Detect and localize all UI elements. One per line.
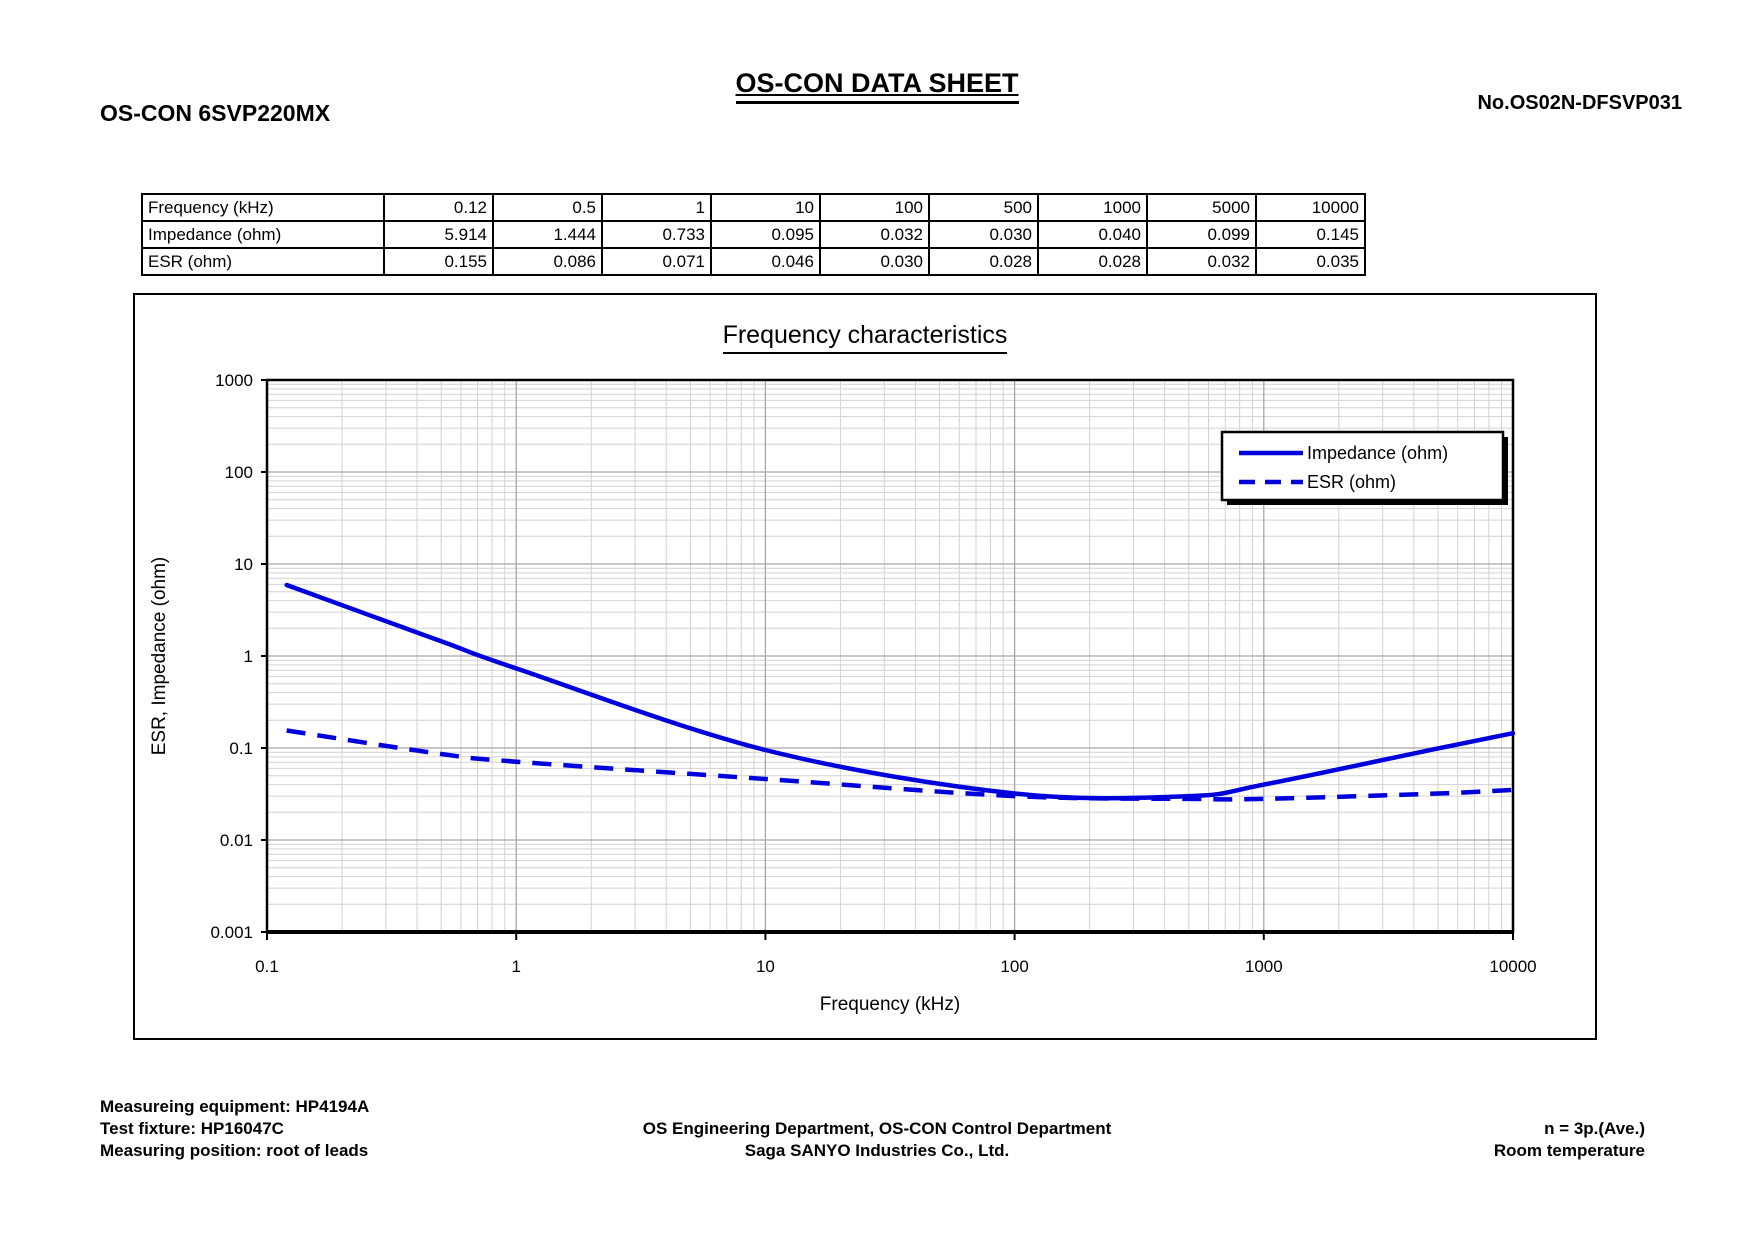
doc-number: No.OS02N-DFSVP031	[1477, 92, 1682, 114]
cell-value: 0.086	[492, 247, 603, 276]
y-tick-label: 1	[244, 647, 253, 666]
x-tick-label: 100	[1000, 957, 1028, 976]
sample-count-line: n = 3p.(Ave.)	[1544, 1119, 1645, 1138]
cell-value: 0.145	[1255, 220, 1366, 249]
x-tick-label: 10000	[1489, 957, 1536, 976]
chart-title: Frequency characteristics	[135, 321, 1595, 354]
row-label: Impedance (ohm)	[141, 220, 385, 249]
x-tick-label: 1000	[1245, 957, 1283, 976]
cell-value: 1.444	[492, 220, 603, 249]
y-tick-label: 0.001	[210, 923, 253, 942]
company-line: Saga SANYO Industries Co., Ltd.	[744, 1141, 1010, 1160]
y-tick-label: 1000	[215, 371, 253, 390]
room-temperature-line: Room temperature	[1493, 1141, 1645, 1160]
cell-value: 0.5	[492, 193, 603, 222]
cell-value: 0.028	[1037, 247, 1148, 276]
impedance-curve	[284, 582, 1516, 801]
legend-impedance-label: Impedance (ohm)	[1307, 443, 1448, 463]
y-tick-label: 10	[234, 555, 253, 574]
footer-condition-info: n = 3p.(Ave.) Room temperature	[1494, 1118, 1645, 1162]
cell-value: 0.040	[1037, 220, 1148, 249]
cell-value: 0.071	[601, 247, 712, 276]
y-tick-label: 0.1	[229, 739, 253, 758]
table-row: Impedance (ohm) 5.914 1.444 0.733 0.095 0.032…	[141, 220, 1366, 249]
footer-measurement-info: Measureing equipment: HP4194A Test fixtu…	[100, 1096, 369, 1162]
cell-value: 100	[819, 193, 930, 222]
table-row: Frequency (kHz) 0.12 0.5 1 10 100 500 1000 5000 1…	[141, 193, 1366, 222]
department-line: OS Engineering Department, OS-CON Contro…	[642, 1119, 1112, 1138]
x-axis-label: Frequency (kHz)	[820, 994, 960, 1015]
cell-value: 5.914	[383, 220, 494, 249]
x-tick-label: 10	[756, 957, 775, 976]
legend-box	[1220, 430, 1505, 502]
cell-value: 0.030	[819, 247, 930, 276]
cell-value: 0.733	[601, 220, 712, 249]
x-tick-label: 1	[511, 957, 520, 976]
measuring-position-line: Measuring position: root of leads	[100, 1141, 369, 1160]
data-table-body: Frequency (kHz) 0.12 0.5 1 10 100 500 1000 5000 1…	[141, 193, 1366, 276]
cell-value: 10000	[1255, 193, 1366, 222]
cell-value: 0.12	[383, 193, 494, 222]
cell-value: 0.032	[819, 220, 930, 249]
measuring-equipment-line: Measureing equipment: HP4194A	[100, 1097, 370, 1116]
legend-esr-label: ESR (ohm)	[1307, 472, 1396, 492]
part-number: OS-CON 6SVP220MX	[100, 100, 331, 126]
cell-value: 0.030	[928, 220, 1039, 249]
chart-frame: Frequency characteristics 0.1 1 10 100 1000 1…	[133, 293, 1597, 1040]
cell-value: 0.046	[710, 247, 821, 276]
cell-value: 0.099	[1146, 220, 1257, 249]
test-fixture-line: Test fixture: HP16047C	[100, 1119, 284, 1138]
footer-company-info: OS Engineering Department, OS-CON Contro…	[0, 1118, 1754, 1162]
cell-value: 0.028	[928, 247, 1039, 276]
cell-value: 5000	[1146, 193, 1257, 222]
cell-value: 0.035	[1255, 247, 1366, 276]
esr-curve	[286, 728, 1514, 802]
y-tick-label: 100	[225, 463, 253, 482]
y-tick-label: 0.01	[220, 831, 253, 850]
cell-value: 1000	[1037, 193, 1148, 222]
x-tick-label: 0.1	[255, 957, 279, 976]
frequency-chart: 0.1 1 10 100 1000 10000 1000 100 10 1 0.1 0.01 0.001…	[149, 371, 1537, 1015]
cell-value: 0.155	[383, 247, 494, 276]
data-table: Frequency (kHz) 0.12 0.5 1 10 100 500 1000 5000 1…	[141, 193, 1366, 276]
row-label: Frequency (kHz)	[141, 193, 385, 222]
cell-value: 500	[928, 193, 1039, 222]
cell-value: 0.095	[710, 220, 821, 249]
cell-value: 10	[710, 193, 821, 222]
y-axis-label: ESR, Impedance (ohm)	[149, 557, 170, 756]
page-title: OS-CON DATA SHEET	[0, 68, 1754, 104]
table-row: ESR (ohm) 0.155 0.086 0.071 0.046 0.030 0.028 0…	[141, 247, 1366, 276]
cell-value: 1	[601, 193, 712, 222]
row-label: ESR (ohm)	[141, 247, 385, 276]
cell-value: 0.032	[1146, 247, 1257, 276]
